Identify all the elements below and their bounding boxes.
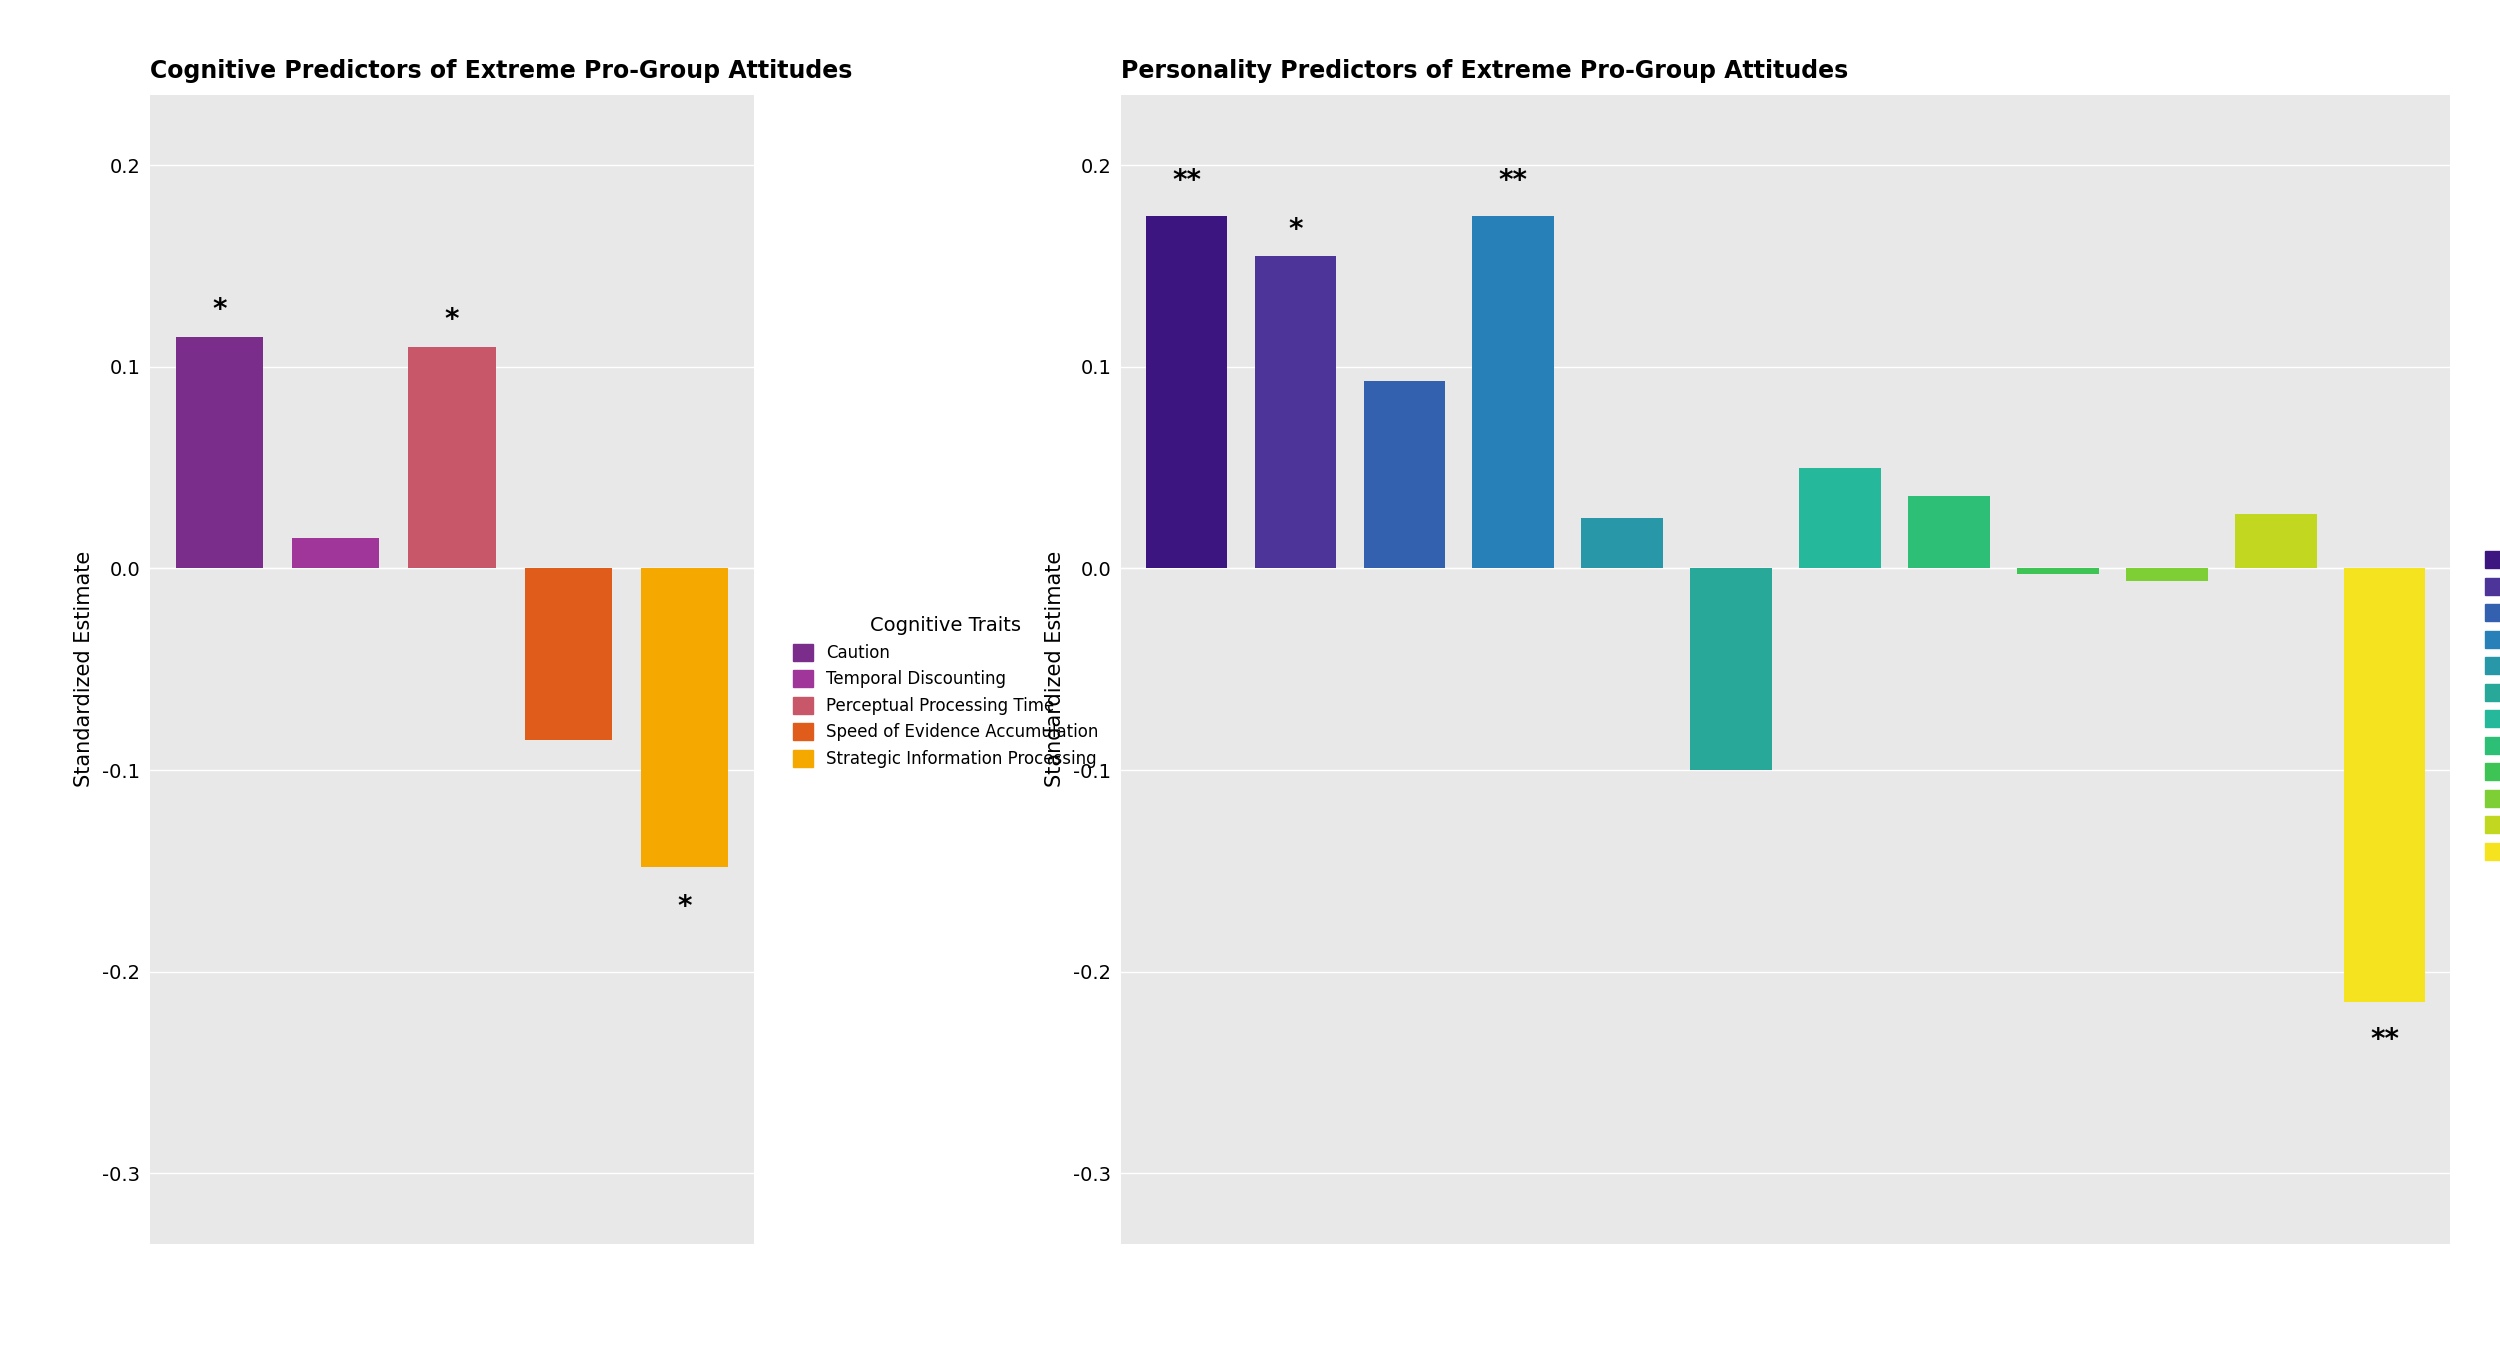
- Bar: [1472, 215, 1555, 568]
- Bar: [1800, 468, 1880, 568]
- Bar: [408, 346, 495, 568]
- Bar: [1255, 256, 1338, 568]
- Y-axis label: Standardized Estimate: Standardized Estimate: [1045, 552, 1065, 787]
- Bar: [2125, 568, 2208, 580]
- Bar: [525, 568, 612, 740]
- Y-axis label: Standardized Estimate: Standardized Estimate: [75, 552, 95, 787]
- Text: **: **: [2370, 1026, 2400, 1055]
- Text: *: *: [445, 307, 460, 334]
- Bar: [1145, 215, 1228, 568]
- Text: *: *: [1288, 216, 1302, 243]
- Text: Personality Predictors of Extreme Pro-Group Attitudes: Personality Predictors of Extreme Pro-Gr…: [1120, 59, 1848, 82]
- Bar: [1690, 568, 1772, 771]
- Text: *: *: [213, 296, 228, 324]
- Bar: [292, 538, 380, 568]
- Bar: [2345, 568, 2425, 1002]
- Bar: [2018, 568, 2098, 575]
- Bar: [1908, 496, 1990, 568]
- Bar: [175, 337, 262, 568]
- Text: Cognitive Predictors of Extreme Pro-Group Attitudes: Cognitive Predictors of Extreme Pro-Grou…: [150, 59, 853, 82]
- Text: **: **: [1172, 168, 1200, 195]
- Legend: Caution, Temporal Discounting, Perceptual Processing Time, Speed of Evidence Acc: Caution, Temporal Discounting, Perceptua…: [792, 617, 1098, 768]
- Bar: [1582, 518, 1662, 568]
- Legend: Goal-Directedness, Impulsivity, Reward Sensitivity, Sensation Seeking, Emotional: Goal-Directedness, Impulsivity, Reward S…: [2485, 523, 2500, 861]
- Bar: [2235, 514, 2318, 568]
- Text: *: *: [678, 894, 692, 921]
- Bar: [640, 568, 728, 867]
- Text: **: **: [1500, 168, 1528, 195]
- Bar: [1362, 381, 1445, 568]
